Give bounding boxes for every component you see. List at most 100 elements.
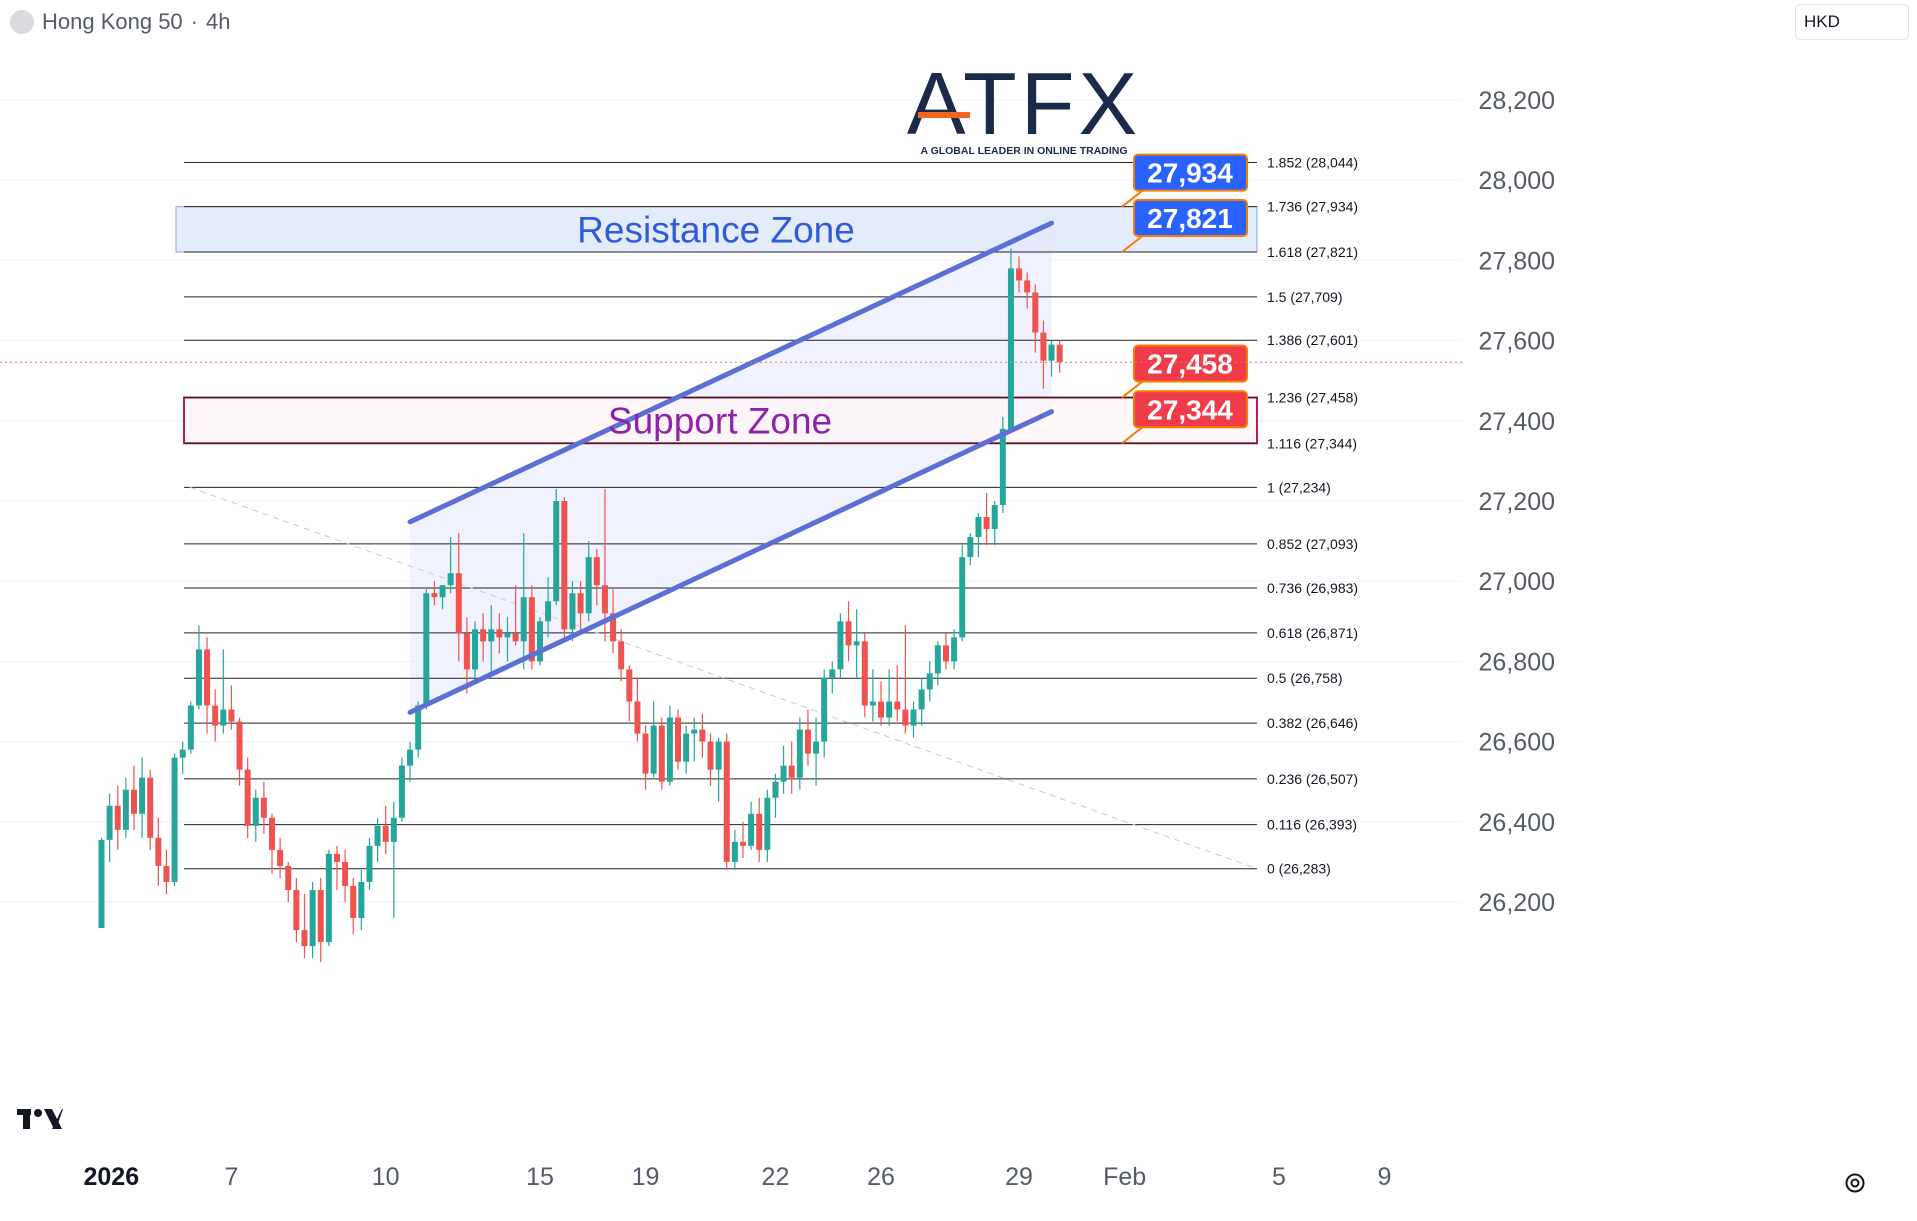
candle[interactable] — [228, 685, 235, 730]
candle[interactable] — [139, 757, 146, 838]
candle[interactable] — [845, 601, 852, 662]
candle[interactable] — [869, 669, 876, 722]
candle[interactable] — [650, 701, 657, 778]
candle[interactable] — [407, 741, 414, 782]
candle[interactable] — [959, 545, 966, 642]
channel-lower-line[interactable] — [407, 409, 1055, 715]
candle[interactable] — [293, 877, 300, 943]
candle[interactable] — [577, 581, 584, 634]
candle[interactable] — [739, 821, 746, 858]
chart-settings-icon[interactable] — [1843, 1171, 1867, 1200]
candle[interactable] — [683, 725, 690, 774]
candle[interactable] — [130, 765, 137, 830]
candle[interactable] — [488, 605, 495, 674]
channel-upper-line[interactable] — [407, 220, 1055, 525]
candle[interactable] — [610, 589, 617, 654]
candle[interactable] — [260, 781, 267, 834]
candle[interactable] — [423, 589, 430, 710]
candle[interactable] — [861, 633, 868, 718]
candle[interactable] — [748, 801, 755, 850]
candle[interactable] — [374, 817, 381, 862]
candle[interactable] — [756, 797, 763, 862]
candle[interactable] — [878, 681, 885, 726]
candle[interactable] — [496, 613, 503, 654]
candle[interactable] — [431, 581, 438, 606]
candle[interactable] — [317, 877, 324, 963]
candle[interactable] — [236, 717, 243, 786]
candle[interactable] — [821, 669, 828, 758]
price-channel[interactable] — [407, 220, 1055, 715]
candle[interactable] — [147, 769, 154, 850]
candle[interactable] — [634, 677, 641, 742]
candle[interactable] — [536, 617, 543, 666]
candle[interactable] — [1048, 340, 1055, 377]
candle[interactable] — [472, 621, 479, 682]
candle[interactable] — [626, 665, 633, 722]
candle[interactable] — [707, 733, 714, 786]
candle[interactable] — [601, 488, 608, 642]
time-axis[interactable]: 2026 7 10 15 19 22 26 29 Feb 5 9 — [84, 1163, 1392, 1191]
candle[interactable] — [244, 757, 251, 838]
candle[interactable] — [163, 849, 170, 894]
candle[interactable] — [204, 637, 211, 734]
candle[interactable] — [675, 709, 682, 770]
candle[interactable] — [285, 861, 292, 902]
candle[interactable] — [764, 789, 771, 862]
candle[interactable] — [967, 533, 974, 566]
candle[interactable] — [837, 613, 844, 678]
candle[interactable] — [593, 549, 600, 606]
candle[interactable] — [269, 813, 276, 874]
candle[interactable] — [545, 577, 552, 638]
candle[interactable] — [796, 717, 803, 790]
candle[interactable] — [301, 893, 308, 959]
candle[interactable] — [447, 537, 454, 594]
candle[interactable] — [252, 789, 259, 842]
candle[interactable] — [325, 849, 332, 947]
candle[interactable] — [731, 829, 738, 870]
candle[interactable] — [455, 533, 462, 662]
candle[interactable] — [569, 581, 576, 642]
candle[interactable] — [902, 625, 909, 734]
candle[interactable] — [114, 785, 121, 850]
candle[interactable] — [804, 709, 811, 766]
candle[interactable] — [658, 717, 665, 790]
candle[interactable] — [918, 677, 925, 726]
candle[interactable] — [691, 717, 698, 762]
symbol-header[interactable]: Hong Kong 50 · 4h — [10, 6, 230, 38]
candle[interactable] — [98, 837, 105, 929]
candle[interactable] — [642, 725, 649, 790]
candle[interactable] — [894, 665, 901, 722]
candle[interactable] — [780, 745, 787, 794]
candle[interactable] — [1007, 248, 1014, 433]
candle[interactable] — [171, 753, 178, 886]
candle[interactable] — [504, 617, 511, 662]
candle[interactable] — [463, 617, 470, 694]
candle[interactable] — [155, 817, 162, 886]
currency-selector[interactable]: HKD — [1795, 4, 1909, 40]
candle[interactable] — [715, 737, 722, 802]
candle[interactable] — [398, 757, 405, 822]
candle[interactable] — [813, 717, 820, 786]
candle[interactable] — [951, 629, 958, 670]
candle[interactable] — [1032, 284, 1039, 353]
candle[interactable] — [512, 585, 519, 646]
candle[interactable] — [366, 837, 373, 890]
candle[interactable] — [772, 773, 779, 818]
candle[interactable] — [342, 849, 349, 902]
candle[interactable] — [723, 733, 730, 870]
candle[interactable] — [788, 741, 795, 794]
candle[interactable] — [439, 585, 446, 610]
candle[interactable] — [520, 533, 527, 670]
candle[interactable] — [390, 801, 397, 919]
candle[interactable] — [277, 837, 284, 878]
candle[interactable] — [1016, 256, 1023, 293]
candle[interactable] — [942, 633, 949, 670]
candlesticks[interactable] — [98, 248, 1063, 963]
candle[interactable] — [991, 501, 998, 546]
timeframe-label[interactable]: 4h — [206, 9, 231, 34]
candle[interactable] — [1056, 340, 1063, 373]
candle[interactable] — [122, 777, 129, 838]
candle[interactable] — [699, 713, 706, 758]
